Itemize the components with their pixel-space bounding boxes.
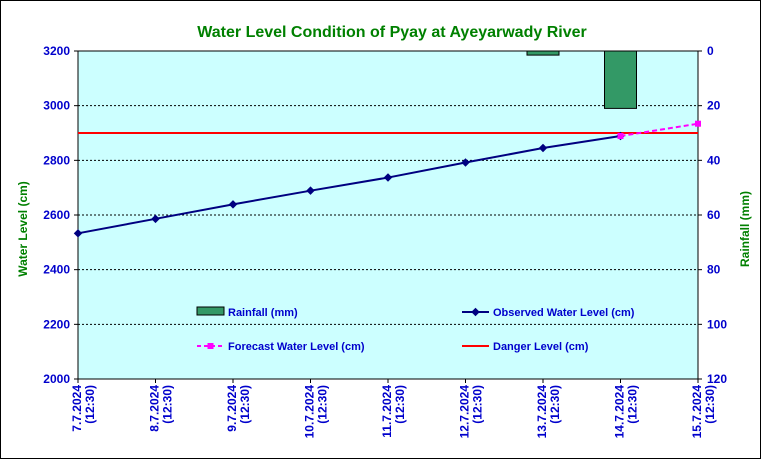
- y2-axis-ticks: 0 20 40 60 80 100 120: [698, 44, 727, 386]
- x-tick-label-date: 12.7.2024: [458, 385, 472, 439]
- x-tick-label-time: (12:30): [703, 385, 717, 424]
- observed-point: [73, 229, 83, 238]
- x-tick-label-date: 13.7.2024: [535, 385, 549, 439]
- observed-point: [228, 200, 238, 209]
- legend-label-danger: Danger Level (cm): [493, 341, 589, 353]
- legend-marker-observed: [471, 307, 480, 317]
- y2-tick-label: 120: [707, 372, 727, 386]
- x-tick-label: 12.7.2024(12:30): [458, 385, 485, 439]
- observed-water-level-line: [77, 135, 621, 235]
- x-axis-ticks: 7.7.2024(12:30) 8.7.2024(12:30) 9.7.2024(1…: [70, 379, 717, 438]
- y2-tick-label: 60: [707, 208, 721, 222]
- chart-title: Water Level Condition of Pyay at Ayeyarw…: [197, 24, 586, 41]
- x-tick-label-date: 8.7.2024: [148, 385, 162, 432]
- x-tick-label-date: 15.7.2024: [690, 385, 704, 439]
- y-axis-ticks: 2000 2200 2400 2600 2800 3000 3200: [43, 44, 78, 386]
- x-tick-label-time: (12:30): [316, 385, 330, 424]
- rainfall-bars: [526, 50, 637, 109]
- x-tick-label: 9.7.2024(12:30): [225, 385, 252, 432]
- x-tick-label: 13.7.2024(12:30): [535, 385, 562, 439]
- y-tick-label: 2600: [43, 208, 70, 222]
- legend-swatch-rainfall: [196, 306, 225, 316]
- x-tick-label-date: 7.7.2024: [70, 385, 84, 432]
- y2-axis-title: Rainfall (mm): [738, 191, 752, 267]
- y-tick-label: 3000: [43, 99, 70, 113]
- x-tick-label: 11.7.2024(12:30): [380, 385, 407, 438]
- observed-point: [151, 214, 160, 224]
- x-tick-label-date: 9.7.2024: [225, 385, 239, 432]
- x-tick-label: 7.7.2024(12:30): [70, 385, 97, 432]
- x-tick-label-time: (12:30): [626, 385, 640, 424]
- rainfall-bar: [526, 50, 560, 56]
- legend: Rainfall (mm) Observed Water Level (cm) …: [196, 306, 635, 353]
- x-tick-label-date: 11.7.2024: [380, 385, 394, 438]
- x-tick-label: 15.7.2024(12:30): [690, 385, 717, 439]
- legend-item-danger: Danger Level (cm): [462, 341, 589, 353]
- y-tick-label: 2400: [43, 263, 70, 277]
- y2-tick-label: 0: [707, 44, 714, 58]
- legend-item-rainfall: Rainfall (mm): [196, 306, 298, 319]
- y-tick-label: 2000: [43, 372, 70, 386]
- x-tick-label: 10.7.2024(12:30): [303, 385, 330, 439]
- grid-lines: [78, 50, 698, 325]
- x-tick-label-time: (12:30): [548, 385, 562, 424]
- forecast-water-level-line: [620, 122, 699, 137]
- y2-tick-label: 20: [707, 99, 721, 113]
- x-tick-label-time: (12:30): [161, 385, 175, 424]
- forecast-water-level-points: [617, 120, 701, 140]
- y2-tick-label: 40: [707, 153, 721, 167]
- y-tick-label: 2800: [43, 153, 70, 167]
- y2-tick-label: 100: [707, 317, 727, 331]
- x-tick-label: 14.7.2024(12:30): [613, 385, 640, 439]
- legend-label-rainfall: Rainfall (mm): [228, 307, 298, 319]
- forecast-point: [695, 120, 701, 127]
- x-tick-label-time: (12:30): [238, 385, 252, 424]
- legend-item-forecast: Forecast Water Level (cm): [197, 341, 365, 353]
- forecast-point: [617, 133, 624, 140]
- y2-tick-label: 80: [707, 263, 721, 277]
- x-tick-label-time: (12:30): [83, 385, 97, 424]
- y-tick-label: 3200: [43, 44, 70, 58]
- legend-label-observed: Observed Water Level (cm): [493, 307, 635, 319]
- observed-point: [461, 158, 470, 167]
- legend-label-forecast: Forecast Water Level (cm): [228, 341, 365, 353]
- observed-point: [383, 173, 393, 182]
- y-tick-label: 2200: [43, 317, 70, 331]
- x-tick-label-time: (12:30): [471, 385, 485, 424]
- x-tick-label: 8.7.2024(12:30): [148, 385, 175, 432]
- x-tick-label-date: 14.7.2024: [613, 385, 627, 439]
- observed-point: [306, 186, 315, 195]
- rainfall-bar: [604, 50, 637, 109]
- legend-marker-forecast: [207, 343, 214, 349]
- x-tick-label-time: (12:30): [393, 385, 407, 424]
- y-axis-title: Water Level (cm): [16, 181, 30, 277]
- x-tick-label-date: 10.7.2024: [303, 385, 317, 439]
- legend-item-observed: Observed Water Level (cm): [462, 307, 635, 319]
